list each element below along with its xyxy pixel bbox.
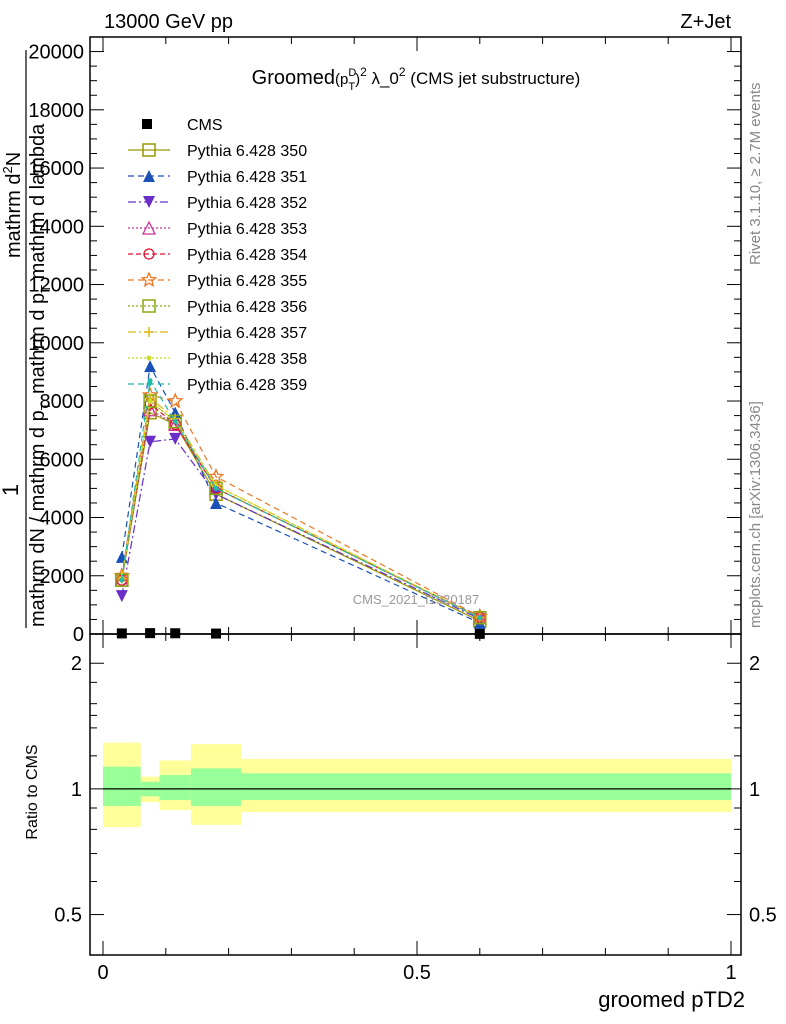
rivet-label: Rivet 3.1.10, ≥ 2.7M events [747, 83, 764, 266]
ratio-y-tick-label: 0.5 [54, 905, 82, 927]
series-9-point-4 [477, 615, 483, 621]
y-tick-label: 18000 [28, 100, 84, 122]
series-6-point-4 [473, 610, 487, 625]
legend-label-5: Pythia 6.428 355 [187, 273, 307, 290]
ratio-y-tick-label: 1 [71, 779, 82, 801]
series-3-point-1 [143, 402, 158, 417]
mcplots-label: mcplots.cern.ch [arXiv:1306.3436] [747, 401, 764, 628]
legend-marker-7 [144, 327, 154, 337]
ratio-inner-band-4 [241, 773, 731, 801]
header-left: 13000 GeV pp [104, 11, 233, 33]
legend-label-1: Pythia 6.428 351 [187, 169, 307, 186]
ratio-inner-band-2 [159, 774, 191, 801]
y-axis-label: 1 mathrm dN / mathrm d pT mathrm d2N mat… [0, 50, 53, 628]
legend: CMS Pythia 6.428 350 Pythia 6.428 351 Pythi… [128, 117, 307, 394]
series-line-9 [121, 378, 481, 619]
legend-label-8: Pythia 6.428 358 [187, 351, 307, 368]
series-line-5 [121, 394, 481, 618]
ratio-inner-band-3 [190, 768, 242, 806]
ratio-frame [89, 633, 742, 956]
ratio-ylabel: Ratio to CMS [24, 744, 41, 839]
cms-point-1 [145, 628, 156, 639]
legend-label-9: Pythia 6.428 359 [187, 377, 307, 394]
legend-marker-5 [140, 271, 158, 288]
legend-cms-label: CMS [187, 117, 223, 134]
analysis-watermark: CMS_2021_I1920187 [353, 592, 480, 607]
legend-marker-0 [142, 143, 156, 157]
y-tick-label: 20000 [28, 42, 84, 64]
y-tick-label: 16000 [28, 158, 84, 180]
legend-label-0: Pythia 6.428 350 [187, 143, 307, 160]
plot-title: Groomed(pD T)2 λ_02 (CMS jet substructure… [252, 65, 581, 93]
y-tick-label: 6000 [40, 449, 85, 471]
legend-marker-1 [143, 170, 155, 182]
series-2-point-0 [115, 590, 128, 603]
series-3-point-2 [168, 416, 183, 431]
series-1-point-1 [144, 360, 157, 373]
y-tick-label: 8000 [40, 391, 85, 413]
series-9-point-2 [172, 418, 178, 424]
series-9-point-3 [213, 485, 219, 491]
legend-label-7: Pythia 6.428 357 [187, 325, 307, 342]
legend-label-2: Pythia 6.428 352 [187, 195, 307, 212]
y-tick-label: 4000 [40, 508, 85, 530]
ratio-y-tick-label-right: 2 [749, 653, 760, 675]
ratio-y-tick-label-right: 1 [749, 779, 760, 801]
series-1-point-3 [210, 496, 223, 509]
legend-cms-marker [142, 119, 152, 129]
ratio-inner-band-0 [103, 766, 141, 806]
ratio-y-tick-label-right: 0.5 [749, 905, 777, 927]
series-2-point-2 [169, 432, 182, 445]
y-label-frac-top: mathrm dN / mathrm d pT [27, 402, 53, 627]
y-label-frac-bottom-line2: mathrm d pT mathrm d lambda [27, 123, 53, 394]
legend-marker-8 [146, 355, 152, 361]
legend-marker-9 [146, 381, 152, 387]
legend-marker-4 [143, 248, 155, 260]
y-label-frac-bottom: mathrm d2N [0, 152, 25, 258]
legend-label-3: Pythia 6.428 353 [187, 221, 307, 238]
series-8-point-1 [147, 398, 153, 404]
ratio-y-tick-label: 2 [71, 653, 82, 675]
y-tick-label: 0 [73, 624, 84, 646]
y-tick-label: 10000 [28, 333, 84, 355]
x-axis-label: groomed pTD2 [598, 987, 745, 1012]
x-tick-label: 0.5 [403, 962, 431, 984]
legend-label-6: Pythia 6.428 356 [187, 299, 307, 316]
y-tick-label: 14000 [28, 216, 84, 238]
y-label-one: 1 [0, 484, 23, 496]
header-right: Z+Jet [680, 11, 731, 33]
legend-marker-2 [143, 196, 155, 208]
legend-marker-6 [142, 299, 156, 313]
legend-marker-3 [141, 220, 157, 235]
x-tick-label: 1 [725, 962, 736, 984]
ratio-panel: 0 0.5 1 0.5 0.5 1 1 2 2 [54, 633, 777, 984]
legend-label-4: Pythia 6.428 354 [187, 247, 307, 264]
series-5-point-3 [207, 467, 225, 484]
series-2-point-1 [144, 435, 157, 448]
x-tick-label: 0 [97, 962, 108, 984]
series-5-point-2 [167, 392, 184, 409]
series-9-point-0 [119, 577, 125, 583]
main-panel: 0 2000 4000 6000 8000 10000 12000 14000 16000 180… [28, 36, 742, 646]
y-tick-label: 12000 [28, 275, 84, 297]
y-tick-label: 2000 [40, 566, 85, 588]
